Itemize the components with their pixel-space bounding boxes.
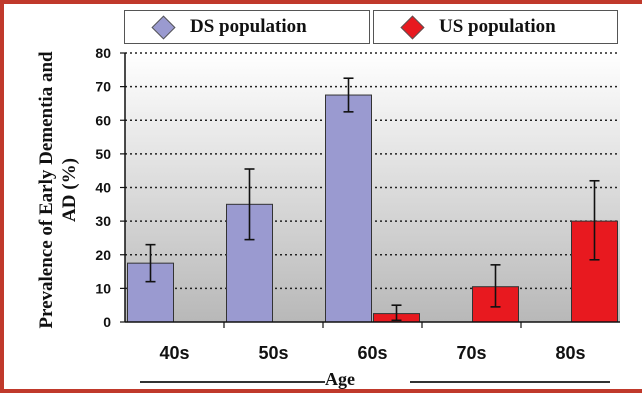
y-tick-label: 20 bbox=[95, 247, 111, 263]
bar-ds-60s bbox=[325, 94, 372, 323]
x-tick-label: 80s bbox=[555, 343, 585, 363]
legend-ds: DS population bbox=[124, 10, 370, 44]
y-tick-label: 0 bbox=[103, 314, 111, 330]
x-tick-label: 50s bbox=[258, 343, 288, 363]
y-tick-labels: 0 10 20 30 40 50 60 70 80 bbox=[95, 45, 111, 330]
y-tick-label: 30 bbox=[95, 213, 111, 229]
x-tick-label: 70s bbox=[456, 343, 486, 363]
error-bars bbox=[145, 77, 600, 322]
x-label-rule-right bbox=[410, 381, 610, 383]
x-tick-label: 60s bbox=[357, 343, 387, 363]
x-tick-labels: 40s 50s 60s 70s 80s bbox=[159, 343, 585, 363]
y-tick-label: 70 bbox=[95, 79, 111, 95]
legend-ds-label: DS population bbox=[190, 16, 307, 37]
axes bbox=[124, 53, 620, 328]
x-axis-label: Age bbox=[325, 369, 355, 389]
grid bbox=[120, 52, 620, 323]
y-axis-label: Prevalence of Early Dementia and AD (%) bbox=[36, 51, 80, 329]
x-label-rule-left bbox=[140, 381, 325, 383]
y-tick-label: 80 bbox=[95, 45, 111, 61]
y-tick-label: 50 bbox=[95, 146, 111, 162]
legend-us: US population bbox=[373, 10, 618, 44]
y-tick-label: 40 bbox=[95, 180, 111, 196]
y-tick-label: 60 bbox=[95, 112, 111, 128]
plot-background bbox=[125, 53, 620, 322]
legend-us-label: US population bbox=[439, 16, 556, 37]
x-tick-label: 40s bbox=[159, 343, 189, 363]
y-tick-label: 10 bbox=[95, 280, 111, 296]
